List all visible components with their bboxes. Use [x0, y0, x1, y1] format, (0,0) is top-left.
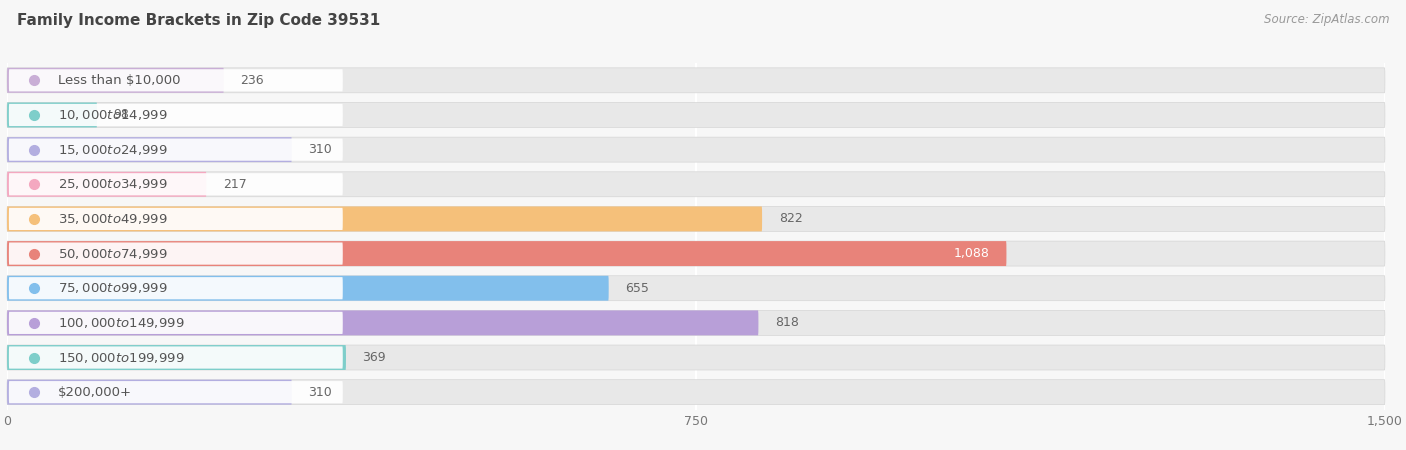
FancyBboxPatch shape	[7, 137, 1385, 162]
FancyBboxPatch shape	[7, 207, 1385, 231]
FancyBboxPatch shape	[7, 345, 346, 370]
Text: $50,000 to $74,999: $50,000 to $74,999	[58, 247, 167, 261]
FancyBboxPatch shape	[7, 276, 609, 301]
FancyBboxPatch shape	[7, 380, 292, 405]
FancyBboxPatch shape	[8, 173, 343, 195]
FancyBboxPatch shape	[7, 172, 1385, 197]
FancyBboxPatch shape	[8, 381, 343, 403]
Text: 369: 369	[363, 351, 387, 364]
FancyBboxPatch shape	[7, 103, 97, 127]
Text: 822: 822	[779, 212, 803, 225]
FancyBboxPatch shape	[8, 346, 343, 369]
FancyBboxPatch shape	[8, 312, 343, 334]
FancyBboxPatch shape	[8, 208, 343, 230]
FancyBboxPatch shape	[7, 345, 1385, 370]
Text: 217: 217	[224, 178, 246, 191]
FancyBboxPatch shape	[8, 277, 343, 299]
FancyBboxPatch shape	[8, 139, 343, 161]
Text: $100,000 to $149,999: $100,000 to $149,999	[58, 316, 184, 330]
FancyBboxPatch shape	[7, 310, 1385, 335]
Text: 818: 818	[775, 316, 799, 329]
FancyBboxPatch shape	[7, 276, 1385, 301]
Text: Family Income Brackets in Zip Code 39531: Family Income Brackets in Zip Code 39531	[17, 14, 380, 28]
FancyBboxPatch shape	[8, 104, 343, 126]
Text: $75,000 to $99,999: $75,000 to $99,999	[58, 281, 167, 295]
Text: $15,000 to $24,999: $15,000 to $24,999	[58, 143, 167, 157]
Text: 98: 98	[114, 108, 129, 122]
FancyBboxPatch shape	[7, 380, 1385, 405]
Text: 310: 310	[308, 386, 332, 399]
Text: 310: 310	[308, 143, 332, 156]
Text: $200,000+: $200,000+	[58, 386, 132, 399]
Text: $25,000 to $34,999: $25,000 to $34,999	[58, 177, 167, 191]
Text: 236: 236	[240, 74, 264, 87]
Text: Less than $10,000: Less than $10,000	[58, 74, 180, 87]
FancyBboxPatch shape	[7, 68, 224, 93]
FancyBboxPatch shape	[7, 137, 292, 162]
FancyBboxPatch shape	[7, 207, 762, 231]
Text: 1,088: 1,088	[955, 247, 990, 260]
Text: 655: 655	[626, 282, 650, 295]
FancyBboxPatch shape	[7, 310, 758, 335]
FancyBboxPatch shape	[7, 68, 1385, 93]
FancyBboxPatch shape	[7, 241, 1007, 266]
FancyBboxPatch shape	[7, 172, 207, 197]
FancyBboxPatch shape	[7, 241, 1385, 266]
FancyBboxPatch shape	[8, 69, 343, 91]
FancyBboxPatch shape	[8, 243, 343, 265]
Text: $10,000 to $14,999: $10,000 to $14,999	[58, 108, 167, 122]
Text: $35,000 to $49,999: $35,000 to $49,999	[58, 212, 167, 226]
FancyBboxPatch shape	[7, 103, 1385, 127]
Text: $150,000 to $199,999: $150,000 to $199,999	[58, 351, 184, 364]
Text: Source: ZipAtlas.com: Source: ZipAtlas.com	[1264, 14, 1389, 27]
